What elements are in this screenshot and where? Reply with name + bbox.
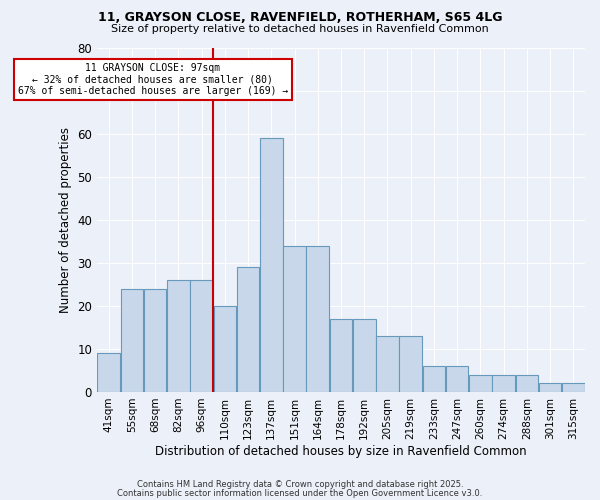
Bar [446,366,469,392]
Bar [190,280,213,392]
Bar [515,374,538,392]
Bar [260,138,283,392]
Bar [97,353,120,392]
Text: Contains public sector information licensed under the Open Government Licence v3: Contains public sector information licen… [118,488,482,498]
Text: Size of property relative to detached houses in Ravenfield Common: Size of property relative to detached ho… [111,24,489,34]
Text: 11, GRAYSON CLOSE, RAVENFIELD, ROTHERHAM, S65 4LG: 11, GRAYSON CLOSE, RAVENFIELD, ROTHERHAM… [98,11,502,24]
Bar [144,288,166,392]
Bar [330,319,352,392]
X-axis label: Distribution of detached houses by size in Ravenfield Common: Distribution of detached houses by size … [155,444,527,458]
Y-axis label: Number of detached properties: Number of detached properties [59,126,71,312]
Bar [376,336,399,392]
Bar [469,374,491,392]
Bar [400,336,422,392]
Text: 11 GRAYSON CLOSE: 97sqm
← 32% of detached houses are smaller (80)
67% of semi-de: 11 GRAYSON CLOSE: 97sqm ← 32% of detache… [17,62,288,96]
Text: Contains HM Land Registry data © Crown copyright and database right 2025.: Contains HM Land Registry data © Crown c… [137,480,463,489]
Bar [167,280,190,392]
Bar [307,246,329,392]
Bar [422,366,445,392]
Bar [539,384,562,392]
Bar [237,267,259,392]
Bar [283,246,306,392]
Bar [493,374,515,392]
Bar [214,306,236,392]
Bar [562,384,584,392]
Bar [121,288,143,392]
Bar [353,319,376,392]
